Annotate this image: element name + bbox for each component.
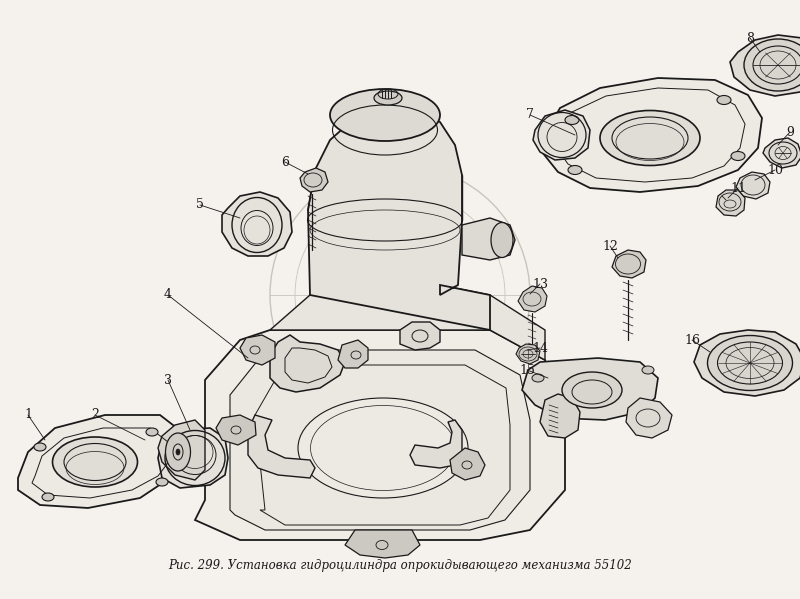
Ellipse shape	[744, 39, 800, 91]
Ellipse shape	[298, 398, 468, 498]
Text: 8: 8	[746, 32, 754, 44]
Polygon shape	[240, 335, 275, 365]
Polygon shape	[540, 394, 580, 438]
Text: 2: 2	[91, 409, 99, 422]
Polygon shape	[308, 108, 490, 330]
Ellipse shape	[568, 165, 582, 174]
Text: 7: 7	[526, 108, 534, 122]
Text: 9: 9	[786, 126, 794, 138]
Text: 11: 11	[730, 181, 746, 195]
Polygon shape	[730, 35, 800, 96]
Polygon shape	[542, 78, 762, 192]
Polygon shape	[300, 168, 328, 192]
Polygon shape	[338, 340, 368, 368]
Text: 3: 3	[164, 374, 172, 386]
Ellipse shape	[565, 116, 579, 125]
Text: 1: 1	[24, 409, 32, 422]
Polygon shape	[533, 110, 590, 160]
Polygon shape	[18, 415, 185, 508]
Polygon shape	[516, 344, 540, 364]
Polygon shape	[195, 330, 565, 540]
Ellipse shape	[491, 222, 513, 258]
Text: Рис. 299. Установка гидроцилиндра опрокидывающего механизма 55102: Рис. 299. Установка гидроцилиндра опроки…	[168, 558, 632, 571]
Ellipse shape	[53, 437, 138, 487]
Polygon shape	[694, 330, 800, 396]
Ellipse shape	[707, 335, 793, 391]
Ellipse shape	[731, 152, 745, 161]
Text: 4: 4	[164, 289, 172, 301]
Ellipse shape	[34, 443, 46, 451]
Polygon shape	[626, 398, 672, 438]
Polygon shape	[345, 530, 420, 558]
Polygon shape	[270, 335, 345, 392]
Polygon shape	[763, 138, 800, 168]
Polygon shape	[462, 218, 515, 260]
Text: 13: 13	[532, 277, 548, 291]
Text: 6: 6	[281, 156, 289, 168]
Polygon shape	[158, 420, 205, 480]
Ellipse shape	[176, 449, 180, 455]
Polygon shape	[270, 285, 545, 360]
Ellipse shape	[146, 428, 158, 436]
Polygon shape	[216, 415, 256, 445]
Ellipse shape	[42, 493, 54, 501]
Ellipse shape	[330, 89, 440, 141]
Text: 5: 5	[196, 198, 204, 211]
Ellipse shape	[532, 374, 544, 382]
Polygon shape	[736, 172, 770, 199]
Polygon shape	[450, 448, 485, 480]
Polygon shape	[230, 350, 530, 530]
Polygon shape	[518, 286, 547, 312]
Ellipse shape	[374, 91, 402, 105]
Polygon shape	[716, 190, 745, 216]
Text: 10: 10	[767, 164, 783, 177]
Polygon shape	[158, 428, 228, 488]
Polygon shape	[400, 322, 440, 350]
Ellipse shape	[562, 372, 622, 408]
Text: G: G	[367, 258, 433, 332]
Polygon shape	[522, 358, 658, 420]
Ellipse shape	[156, 478, 168, 486]
Polygon shape	[612, 250, 646, 278]
Polygon shape	[248, 415, 315, 478]
Ellipse shape	[600, 110, 700, 165]
Text: 14: 14	[532, 341, 548, 355]
Ellipse shape	[642, 366, 654, 374]
Text: 15: 15	[519, 364, 535, 377]
Ellipse shape	[166, 433, 190, 471]
Text: 12: 12	[602, 240, 618, 253]
Polygon shape	[410, 420, 462, 468]
Text: 16: 16	[684, 334, 700, 346]
Polygon shape	[222, 192, 292, 256]
Ellipse shape	[717, 95, 731, 104]
